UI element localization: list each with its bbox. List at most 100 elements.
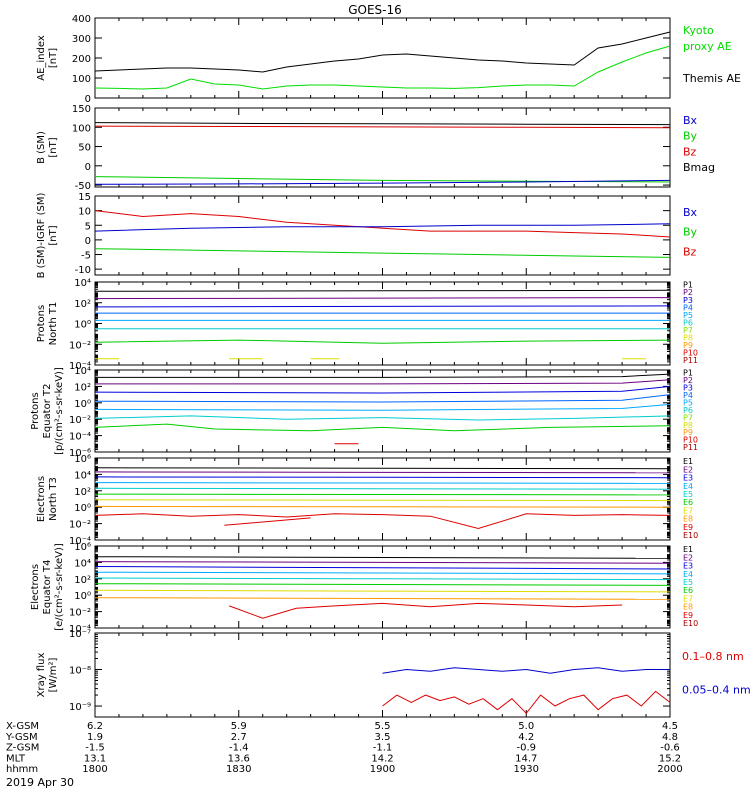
legend-label: P4 bbox=[683, 391, 693, 400]
orbit-value: 15.2 bbox=[659, 753, 681, 764]
y-tick-label: 10⁻⁶ bbox=[69, 448, 91, 459]
legend-label: P8 bbox=[683, 333, 693, 342]
legend-label: P2 bbox=[683, 288, 693, 297]
y-axis-label: [e/(cm²-s-sr-keV)] bbox=[54, 543, 65, 631]
orbit-row-label: hhmm bbox=[6, 764, 38, 775]
legend-label: P9 bbox=[683, 428, 693, 437]
y-tick-label: 100 bbox=[72, 123, 91, 134]
y-tick-label: 400 bbox=[72, 14, 91, 25]
panel-1: 0 100 200 300 400 AE_index [nT] Kyoto proxy AE Th… bbox=[36, 14, 741, 105]
y-axis-label: [p/(cm²-s-sr-keV)] bbox=[54, 367, 65, 455]
orbit-value: 6.2 bbox=[87, 721, 103, 732]
legend-label: E8 bbox=[683, 603, 693, 612]
y-axis-label: AE_index bbox=[36, 35, 47, 81]
series-line-e4 bbox=[94, 482, 671, 484]
orbit-row-label: MLT bbox=[6, 753, 26, 764]
legend-label: Bx bbox=[683, 206, 698, 219]
legend-label: E2 bbox=[683, 465, 693, 474]
legend-label: Kyoto bbox=[683, 24, 714, 37]
orbit-value: 13.1 bbox=[84, 753, 106, 764]
orbit-value: -0.9 bbox=[516, 743, 536, 754]
legend-label: E2 bbox=[683, 553, 693, 562]
y-tick-label: 0 bbox=[85, 162, 91, 173]
legend-label: P2 bbox=[683, 376, 693, 385]
legend-label: E6 bbox=[683, 498, 693, 507]
legend-label: By bbox=[683, 226, 698, 239]
y-tick-label: 10⁰ bbox=[74, 399, 91, 410]
legend-label: E7 bbox=[683, 506, 693, 515]
legend-label: P11 bbox=[683, 356, 698, 365]
legend-label: Bz bbox=[683, 145, 697, 158]
y-tick-label: 10⁻² bbox=[69, 340, 91, 351]
series-line-e8 bbox=[94, 597, 671, 600]
y-axis-label: [W/m²] bbox=[48, 657, 59, 692]
legend-label: Bx bbox=[683, 114, 698, 127]
legend-label: P6 bbox=[683, 318, 693, 327]
series-line-e6 bbox=[94, 493, 671, 496]
y-tick-label: 10⁴ bbox=[74, 558, 91, 569]
series-line-bx bbox=[94, 223, 671, 232]
series-line-e9 bbox=[94, 513, 671, 530]
legend-label: E4 bbox=[683, 570, 693, 579]
orbit-value: 1900 bbox=[370, 764, 395, 775]
orbit-value: 5.9 bbox=[231, 721, 247, 732]
legend-label: P7 bbox=[683, 413, 693, 422]
panel-frame bbox=[94, 369, 671, 453]
legend-label: E10 bbox=[683, 531, 698, 540]
y-tick-label: 10⁰ bbox=[74, 503, 91, 514]
legend-label: P1 bbox=[683, 281, 693, 290]
orbit-table: X-GSM 6.2 5.9 5.5 5.0 4.5 Y-GSM 1.9 2.7 3.5 4.2 4.8… bbox=[5, 721, 683, 775]
series-line-e9 bbox=[229, 602, 623, 619]
y-tick-label: 10² bbox=[74, 299, 91, 310]
legend-label: P10 bbox=[683, 349, 698, 358]
y-tick-label: 200 bbox=[72, 54, 91, 65]
y-tick-label: 10⁶ bbox=[74, 542, 91, 553]
legend-label: proxy AE bbox=[683, 40, 732, 53]
series-line-p3 bbox=[94, 305, 671, 308]
panel-7: 10⁻⁴ 10⁻² 10⁰ 10² 10⁴ 10⁶ Electrons Equator T4[… bbox=[30, 542, 698, 635]
y-tick-label: 0 bbox=[85, 94, 91, 105]
orbit-row-label: Z-GSM bbox=[6, 743, 39, 754]
series-line-e10 bbox=[224, 517, 311, 526]
y-axis-label: Protons bbox=[30, 392, 41, 429]
legend-label: E5 bbox=[683, 578, 693, 587]
legend-label: Themis AE bbox=[682, 72, 741, 85]
series-line-p6 bbox=[94, 415, 671, 421]
orbit-value: 13.6 bbox=[228, 753, 250, 764]
panel-frame bbox=[94, 632, 671, 718]
y-tick-label: 10 bbox=[78, 207, 91, 218]
series-line-p4 bbox=[94, 394, 671, 403]
orbit-value: 14.7 bbox=[515, 753, 537, 764]
y-tick-label: 10⁰ bbox=[74, 320, 91, 331]
legend-label: P8 bbox=[683, 421, 693, 430]
date-label: 2019 Apr 30 bbox=[6, 776, 74, 789]
series-line-p7 bbox=[94, 423, 671, 432]
y-tick-label: 10⁻² bbox=[69, 415, 91, 426]
series-line-e2 bbox=[94, 561, 671, 564]
legend-label: E3 bbox=[683, 562, 693, 571]
series-line-p1 bbox=[94, 289, 671, 292]
legend-label: E9 bbox=[683, 523, 693, 532]
orbit-value: 5.5 bbox=[375, 721, 391, 732]
series-line-e1 bbox=[94, 467, 671, 470]
y-axis-label: Electrons bbox=[30, 564, 41, 610]
series-line-p3 bbox=[94, 385, 671, 394]
y-tick-label: 10⁻⁴ bbox=[69, 432, 91, 443]
y-tick-label: 10⁻⁹ bbox=[69, 702, 91, 713]
orbit-value: 1800 bbox=[82, 764, 107, 775]
legend-label: P4 bbox=[683, 303, 693, 312]
series-line-bmag bbox=[94, 122, 671, 126]
legend-label: 0.1–0.8 nm bbox=[682, 650, 744, 663]
series-line-p5 bbox=[94, 403, 671, 411]
series-line-e5 bbox=[94, 577, 671, 581]
orbit-value: 3.5 bbox=[375, 732, 391, 743]
series-line-e3 bbox=[94, 476, 671, 479]
series-line-0-05-0-4-nm bbox=[382, 690, 671, 715]
series-line-0-1-0-8-nm bbox=[382, 667, 670, 674]
y-tick-label: 0 bbox=[85, 236, 91, 247]
series-line-kyoto-proxy-ae bbox=[94, 45, 671, 90]
panel-frame bbox=[94, 195, 671, 276]
orbit-value: 1.9 bbox=[87, 732, 103, 743]
